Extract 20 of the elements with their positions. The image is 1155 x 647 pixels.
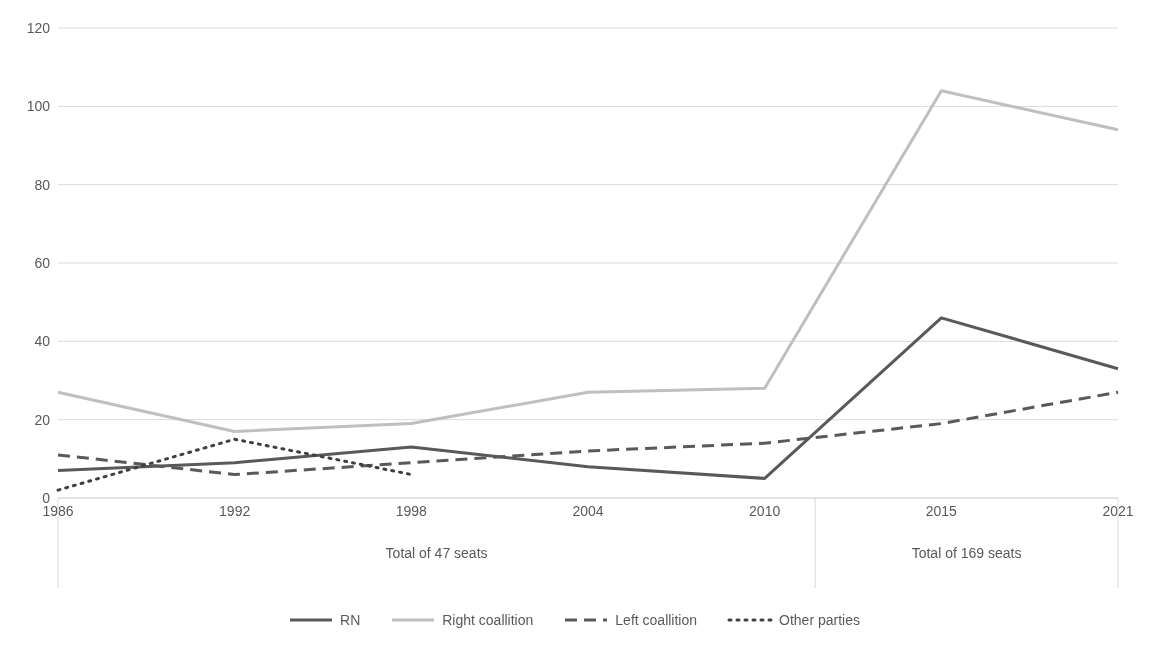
legend-label: Right coallition <box>442 612 534 628</box>
legend-label: Left coallition <box>615 612 698 628</box>
y-tick-label: 20 <box>34 411 51 428</box>
line-series <box>56 89 1120 433</box>
y-tick-label: 60 <box>34 254 51 271</box>
y-tick-label: 120 <box>26 19 51 36</box>
x-tick-label: 1992 <box>219 502 251 519</box>
text: Total of 169 seats <box>911 545 1022 561</box>
y-tick-label: 100 <box>26 98 51 115</box>
y-tick-label: 80 <box>34 176 51 193</box>
line-series <box>56 316 1120 480</box>
legend-label: Other parties <box>779 612 860 628</box>
x-tick-label: 2015 <box>925 502 958 519</box>
x-tick-label: 2004 <box>572 502 604 519</box>
legend-label: RN <box>340 612 361 628</box>
text: Total of 47 seats <box>385 545 488 561</box>
x-tick-label: 2010 <box>749 502 781 519</box>
x-tick-label: 2021 <box>1102 502 1134 519</box>
x-tick-label: 1998 <box>395 502 428 519</box>
y-tick-label: 40 <box>34 333 51 350</box>
